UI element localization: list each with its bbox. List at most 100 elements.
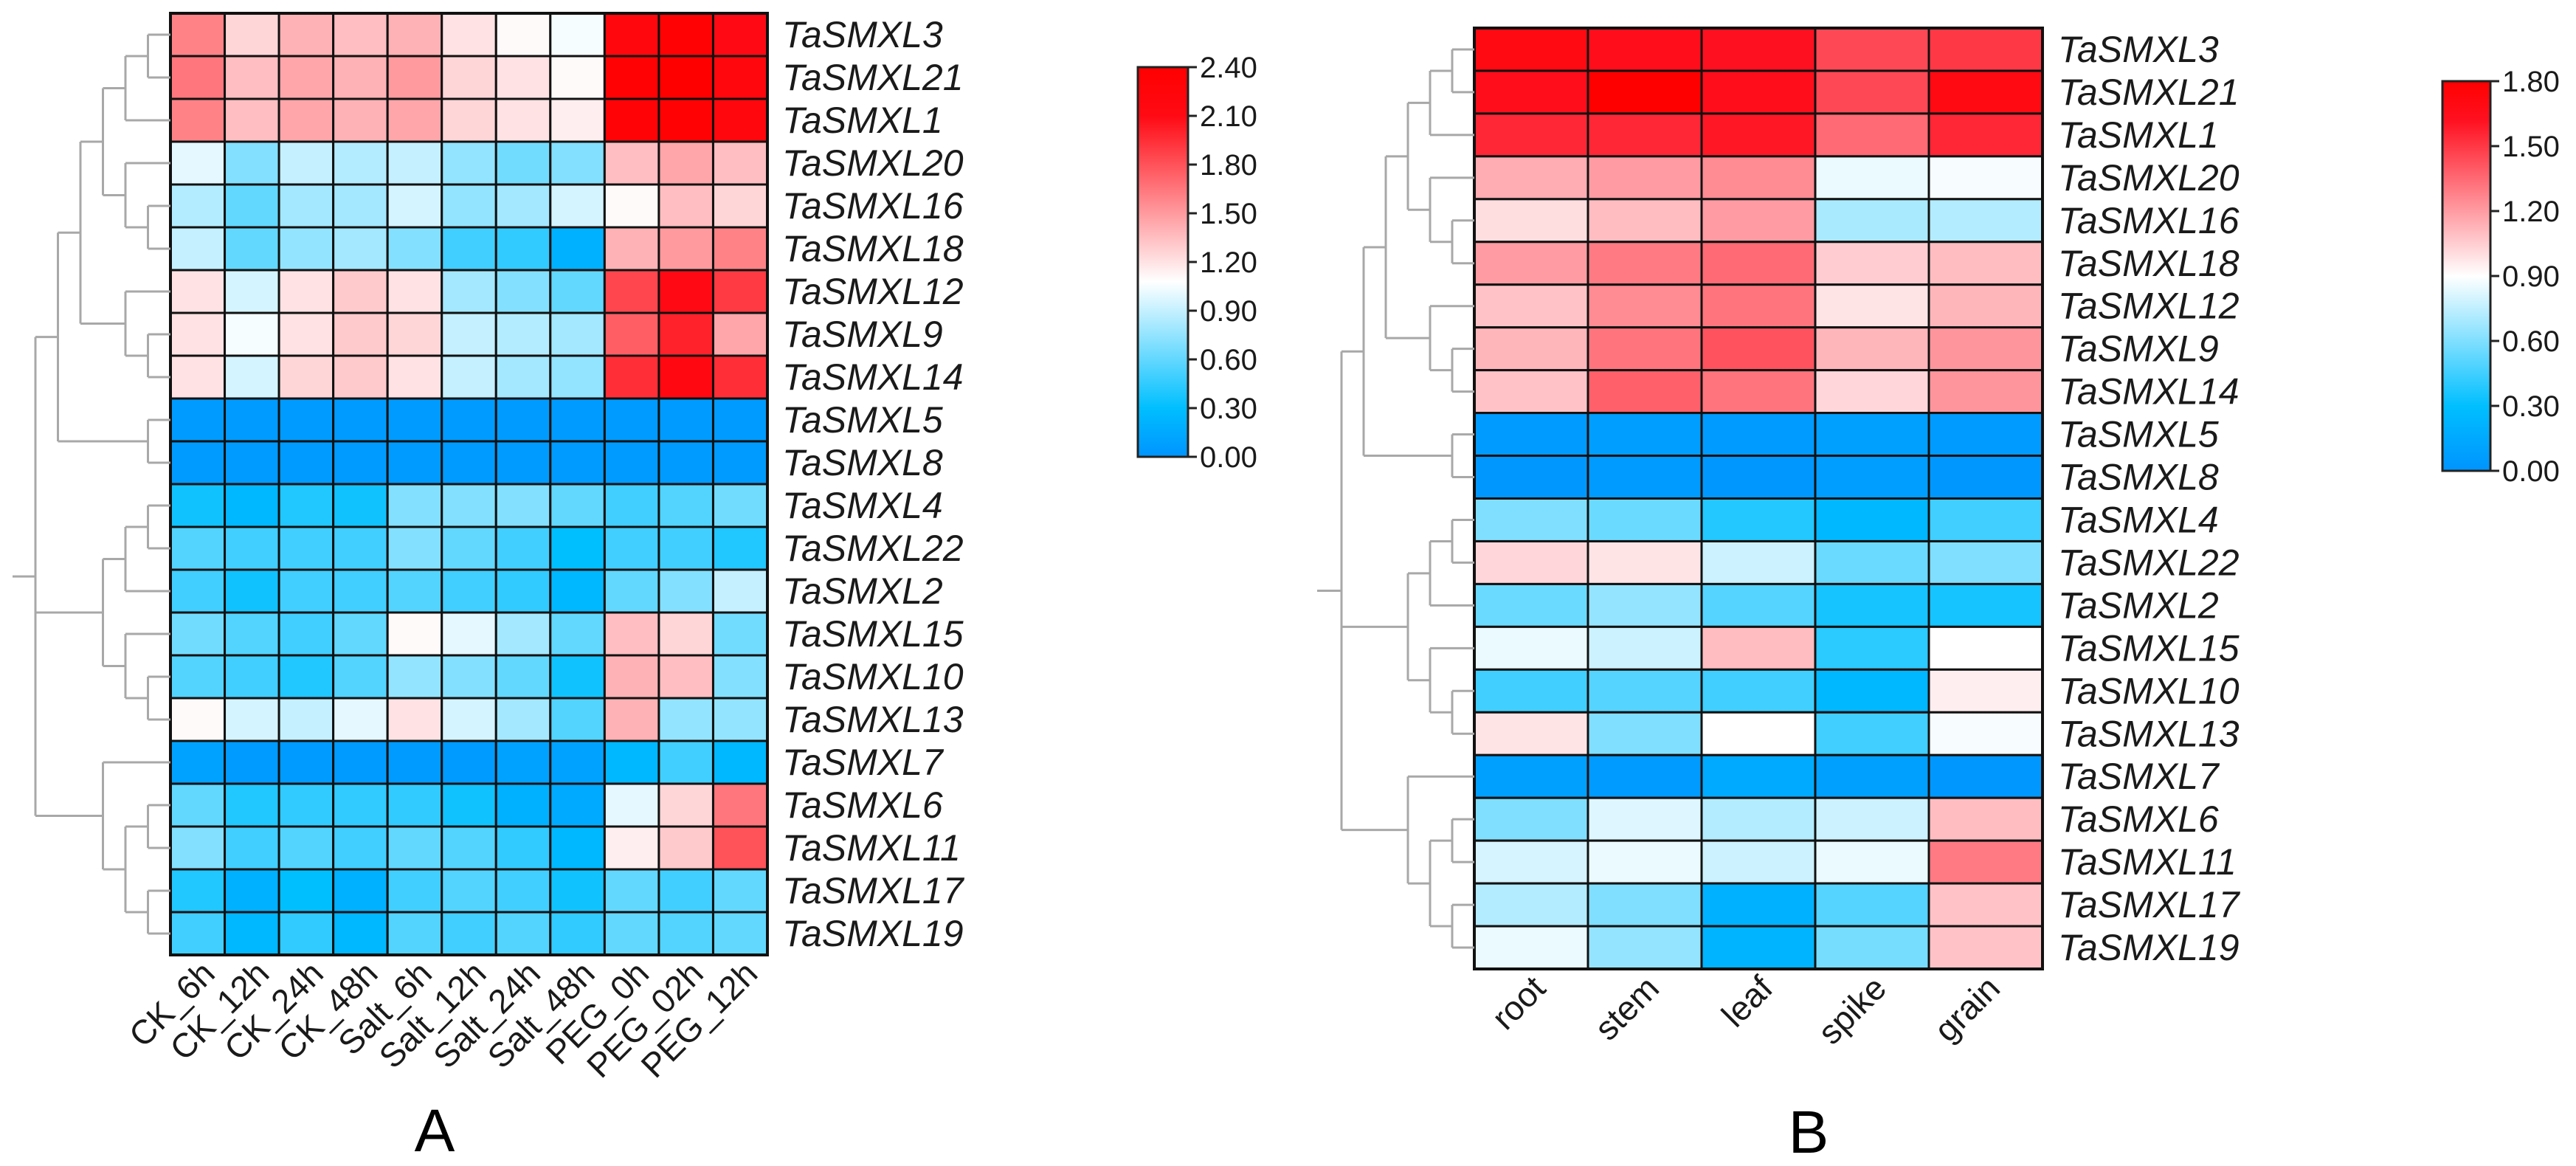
heatmap-cell	[1814, 839, 1930, 885]
heatmap-cell	[1927, 69, 2044, 115]
heatmap-cell	[1473, 198, 1589, 244]
heatmap-cell	[1814, 155, 1930, 201]
heatmap-cell	[494, 654, 552, 700]
heatmap-cell	[1700, 69, 1817, 115]
heatmap-cell	[1927, 241, 2044, 286]
heatmap-cell	[1700, 882, 1817, 928]
row-label: TaSMXL22	[782, 528, 964, 569]
heatmap-cell	[1700, 241, 1817, 286]
heatmap-cell	[224, 440, 280, 486]
heatmap-cell	[224, 311, 280, 357]
heatmap-cell	[1586, 796, 1703, 842]
heatmap-cell	[549, 868, 606, 914]
heatmap-cell	[711, 140, 769, 186]
row-label: TaSMXL13	[2058, 713, 2240, 754]
heatmap-cells	[1473, 27, 2044, 970]
heatmap-cell	[441, 397, 497, 443]
colorbar-tick-label: 0.30	[2502, 390, 2560, 423]
heatmap-cell	[169, 440, 227, 486]
heatmap-cell	[657, 825, 714, 871]
heatmap-cell	[1586, 839, 1703, 885]
heatmap-cell	[1586, 539, 1703, 585]
heatmap-cell	[657, 739, 714, 785]
row-dendrogram	[1317, 48, 1474, 949]
heatmap-cell	[1814, 497, 1930, 542]
heatmap-cell	[1927, 539, 2044, 585]
heatmap-cell	[332, 226, 389, 272]
colorbar-tick-label: 0.60	[1200, 344, 1257, 376]
heatmap-cell	[1473, 711, 1589, 756]
heatmap-cell	[224, 55, 280, 100]
heatmap-cell	[386, 55, 443, 100]
heatmap-cell	[494, 697, 552, 742]
heatmap-cell	[1700, 27, 1817, 72]
heatmap-cell	[1927, 925, 2044, 970]
heatmap-cell	[1814, 198, 1930, 244]
heatmap-cell	[1473, 283, 1589, 329]
heatmap-cell	[1814, 283, 1930, 329]
heatmap-cell	[277, 183, 335, 229]
heatmap-cell	[494, 97, 552, 143]
heatmap-cell	[224, 97, 280, 143]
heatmap-cell	[386, 183, 443, 229]
heatmap-cell	[224, 12, 280, 58]
heatmap-cell	[711, 226, 769, 272]
heatmap-cell	[1473, 112, 1589, 158]
heatmap-cell	[549, 739, 606, 785]
heatmap-cell	[711, 183, 769, 229]
heatmap-cell	[169, 911, 227, 956]
heatmap-cell	[711, 782, 769, 828]
heatmap-cell	[332, 611, 389, 657]
heatmap-cell	[1473, 412, 1589, 458]
heatmap-cell	[224, 525, 280, 571]
heatmap-cell	[657, 868, 714, 914]
heatmap-cell	[1927, 412, 2044, 458]
heatmap-cell	[169, 311, 227, 357]
heatmap-cell	[657, 55, 714, 100]
colorbar-tick-label: 0.00	[1200, 441, 1257, 474]
heatmap-cell	[1927, 625, 2044, 671]
colorbar-tick-label: 1.80	[2502, 66, 2560, 98]
heatmap-cell	[386, 269, 443, 314]
colorbar-bar	[2441, 80, 2492, 472]
row-label: TaSMXL13	[782, 699, 964, 740]
heatmap-cell	[1700, 539, 1817, 585]
heatmap-cell	[549, 354, 606, 400]
heatmap-cell	[603, 354, 660, 400]
heatmap-cell	[494, 397, 552, 443]
heatmap-cell	[494, 611, 552, 657]
row-label: TaSMXL5	[782, 399, 943, 441]
row-label: TaSMXL21	[2058, 72, 2240, 113]
heatmap-cell	[1927, 283, 2044, 329]
heatmap-cell	[277, 568, 335, 614]
heatmap-cell	[277, 525, 335, 571]
heatmap-cell	[386, 311, 443, 357]
heatmap-cell	[277, 825, 335, 871]
heatmap-cell	[603, 140, 660, 186]
heatmap-cell	[603, 697, 660, 742]
heatmap-cell	[169, 654, 227, 700]
heatmap-cell	[277, 739, 335, 785]
heatmap-cell	[224, 911, 280, 956]
row-label: TaSMXL14	[782, 356, 964, 398]
heatmap-cell	[711, 697, 769, 742]
row-label: TaSMXL16	[782, 185, 964, 227]
heatmap-cell	[603, 525, 660, 571]
heatmap-cell	[441, 697, 497, 742]
heatmap-cell	[494, 183, 552, 229]
heatmap-cell	[169, 825, 227, 871]
heatmap-border	[169, 12, 769, 956]
heatmap-cell	[1927, 326, 2044, 372]
heatmap-cell	[332, 568, 389, 614]
row-label: TaSMXL17	[2058, 884, 2241, 925]
heatmap-cell	[386, 97, 443, 143]
heatmap-cell	[1473, 882, 1589, 928]
heatmap-cell	[494, 226, 552, 272]
heatmap-cell	[494, 825, 552, 871]
heatmap-cell	[603, 739, 660, 785]
heatmap-cell	[549, 311, 606, 357]
heatmap-cell	[1473, 839, 1589, 885]
row-label: TaSMXL1	[782, 100, 943, 141]
heatmap-cell	[277, 911, 335, 956]
